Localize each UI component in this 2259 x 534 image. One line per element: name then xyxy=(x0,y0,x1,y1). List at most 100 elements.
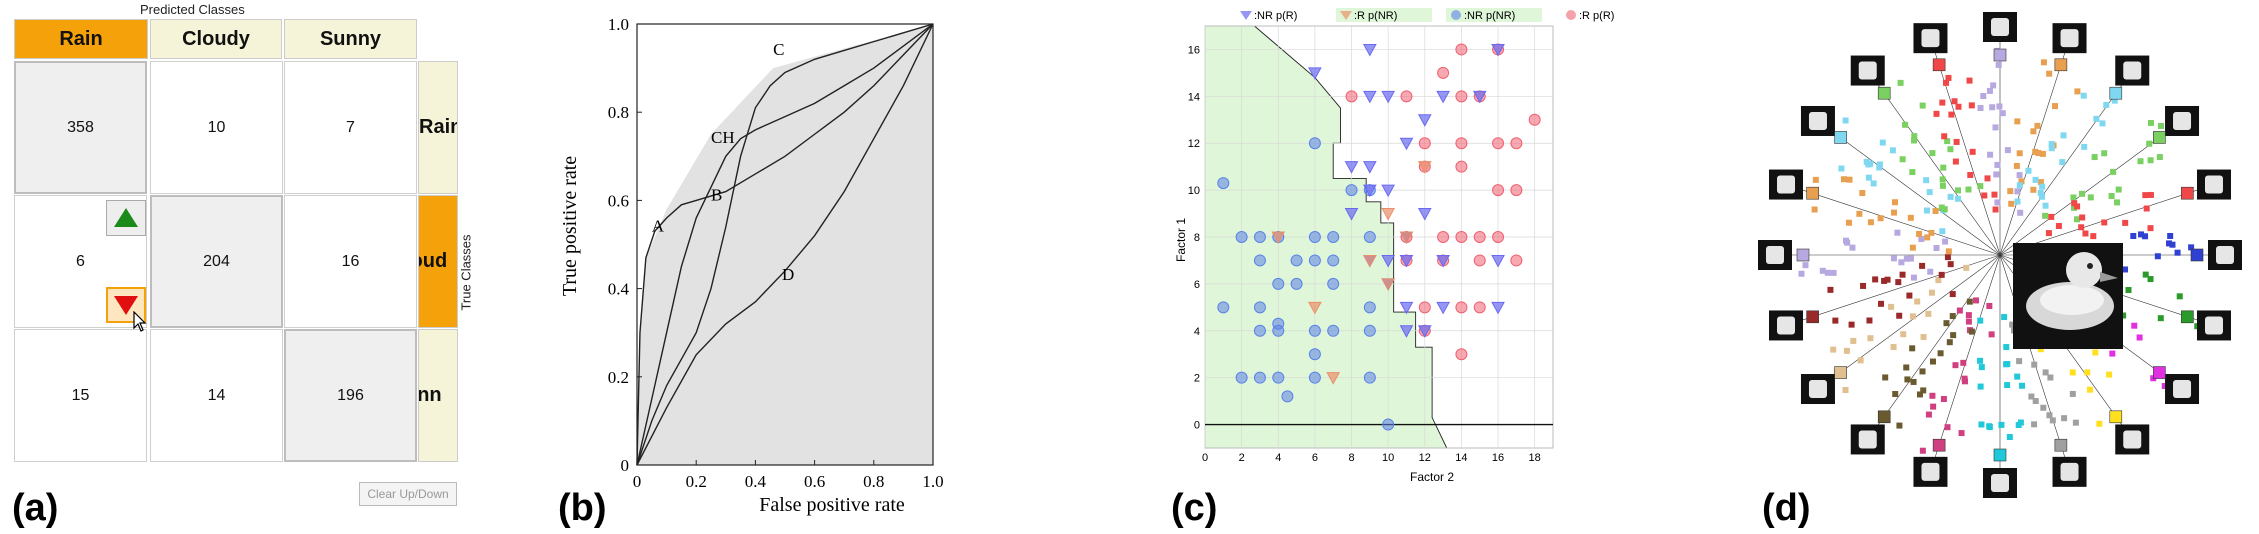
r-pr-point xyxy=(1400,90,1413,103)
anchor-swatch xyxy=(1877,410,1891,424)
move-down-button[interactable] xyxy=(106,287,146,323)
row-header-rain[interactable]: Rain xyxy=(418,61,458,194)
bottle-thumb-object xyxy=(1777,316,1796,335)
projected-point xyxy=(1895,279,1902,286)
projected-point xyxy=(2109,350,2116,357)
projected-point xyxy=(1876,161,1883,168)
roc-annotation-b: B xyxy=(711,185,722,204)
cell-rain-sunny[interactable]: 7 xyxy=(284,61,417,194)
anchor-swatch xyxy=(1834,366,1847,379)
duck-image[interactable] xyxy=(2013,243,2123,349)
cell-rain-rain[interactable]: 358 xyxy=(14,61,147,194)
projected-point xyxy=(2071,204,2078,211)
projected-point xyxy=(1870,180,1877,187)
nr-pnr-point xyxy=(1345,184,1358,197)
nr-pnr-point xyxy=(1363,301,1376,314)
projected-point xyxy=(2072,419,2079,426)
anchor-swatch xyxy=(2181,186,2194,200)
cell-sunny-rain[interactable]: 15 xyxy=(14,329,147,462)
projected-point xyxy=(1840,176,1847,183)
projected-point xyxy=(1981,192,1988,199)
projected-point xyxy=(1903,255,1910,262)
legend-swatch-bg xyxy=(1336,8,1432,22)
legend-marker xyxy=(1240,11,1252,20)
bowl-thumb-object xyxy=(2173,111,2192,130)
move-up-button[interactable] xyxy=(106,200,146,236)
projected-point xyxy=(1989,104,1996,111)
col-header-rain[interactable]: Rain xyxy=(14,19,148,59)
projected-point xyxy=(2042,212,2049,219)
projected-point xyxy=(2142,233,2149,240)
projected-point xyxy=(1850,337,1857,344)
projected-point xyxy=(2161,382,2168,389)
projected-point xyxy=(1867,160,1874,167)
projected-point xyxy=(1945,248,1952,255)
projected-point xyxy=(1910,378,1917,385)
projected-point xyxy=(1909,313,1916,320)
col-header-sunny[interactable]: Sunny xyxy=(284,19,417,59)
scatter-x-tick-label: 18 xyxy=(1529,452,1541,464)
nr-pnr-point xyxy=(1327,277,1340,290)
r-pr-point xyxy=(1455,160,1468,173)
anchor-swatch xyxy=(2181,310,2194,324)
region-boundary xyxy=(1254,25,1448,449)
projected-point xyxy=(1978,421,1985,428)
clear-up-down-button[interactable]: Clear Up/Down xyxy=(359,482,457,506)
r-pnr-point xyxy=(1326,372,1341,385)
r-pr-point xyxy=(1455,348,1468,361)
projected-point xyxy=(1849,244,1856,251)
cell-sunny-cloudy[interactable]: 14 xyxy=(150,329,283,462)
cell-rain-cloudy[interactable]: 10 xyxy=(150,61,283,194)
projected-point xyxy=(1896,422,1903,429)
col-header-cloudy[interactable]: Cloudy xyxy=(150,19,282,59)
nr-pr-point xyxy=(1381,184,1396,198)
projected-point xyxy=(1848,321,1855,328)
nr-pnr-point xyxy=(1272,371,1285,384)
projected-point xyxy=(2061,415,2068,422)
row-header-sunny[interactable]: unn xyxy=(418,329,458,462)
projected-point xyxy=(1918,236,1925,243)
confusion-matrix-panel: Predicted Classes Rain Cloudy Sunny 358 … xyxy=(0,0,520,529)
projected-point xyxy=(1949,313,1956,320)
projected-point xyxy=(2014,188,2021,195)
projected-point xyxy=(1882,374,1889,381)
roc-y-tick-label: 0.4 xyxy=(608,280,630,299)
nr-pr-point xyxy=(1344,208,1359,221)
r-pr-point xyxy=(1455,43,1468,56)
projected-point xyxy=(2001,314,2008,321)
roc-y-tick-label: 0 xyxy=(621,456,630,475)
legend-label: :NR p(NR) xyxy=(1464,10,1515,22)
r-pr-point xyxy=(1510,137,1523,150)
cell-cloudy-cloudy[interactable]: 204 xyxy=(150,195,283,328)
cup-thumb-object xyxy=(2204,316,2223,335)
projected-point xyxy=(1904,376,1911,383)
projected-point xyxy=(1930,403,1937,410)
nr-pr-point xyxy=(1436,301,1450,315)
projected-point xyxy=(2122,219,2129,226)
r-pnr-point xyxy=(1381,208,1396,221)
nr-pr-point xyxy=(1362,161,1377,174)
r-pnr-point xyxy=(1271,231,1286,245)
projected-point xyxy=(1993,171,2000,178)
roc-y-tick-label: 0.2 xyxy=(608,368,629,387)
cell-sunny-sunny[interactable]: 196 xyxy=(284,329,417,462)
roc-curve-c xyxy=(636,23,934,466)
projected-point xyxy=(2017,209,2024,216)
anchor-swatch xyxy=(1806,186,1819,200)
projected-point xyxy=(2157,315,2164,322)
anchor-thumbnails[interactable] xyxy=(1758,12,2242,498)
r-pr-point xyxy=(1455,137,1468,150)
projected-point xyxy=(1977,183,1984,190)
cell-cloudy-sunny[interactable]: 16 xyxy=(284,195,417,328)
projected-point xyxy=(1963,264,1970,271)
projected-point xyxy=(1951,98,1958,105)
projected-point xyxy=(1919,368,1926,375)
camera-thumb-object xyxy=(2204,175,2223,194)
row-header-cloudy[interactable]: loud xyxy=(418,195,458,328)
nr-pnr-point xyxy=(1290,277,1303,290)
projected-point xyxy=(1947,261,1954,268)
projected-point xyxy=(1944,424,1951,431)
projected-point xyxy=(1846,176,1853,183)
projected-point xyxy=(2131,322,2138,329)
projected-point xyxy=(2032,398,2039,405)
